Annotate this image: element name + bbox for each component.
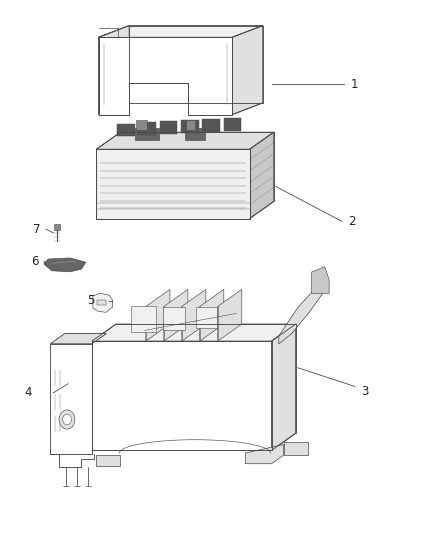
Polygon shape <box>93 293 113 312</box>
Polygon shape <box>96 149 250 219</box>
Bar <box>117 124 135 136</box>
Polygon shape <box>283 442 307 455</box>
Polygon shape <box>232 26 263 115</box>
Polygon shape <box>96 132 274 149</box>
Polygon shape <box>250 132 274 219</box>
Bar <box>136 119 147 130</box>
Polygon shape <box>245 445 284 464</box>
Polygon shape <box>50 344 92 454</box>
Polygon shape <box>200 289 224 341</box>
Text: 2: 2 <box>348 215 356 228</box>
Polygon shape <box>218 289 242 341</box>
Polygon shape <box>44 258 86 272</box>
Circle shape <box>63 414 71 425</box>
Polygon shape <box>311 266 329 293</box>
Bar <box>160 122 177 134</box>
Bar <box>202 119 220 132</box>
Text: 1: 1 <box>350 78 358 91</box>
Circle shape <box>59 410 75 429</box>
Bar <box>181 120 198 133</box>
Polygon shape <box>97 300 106 305</box>
Bar <box>223 118 241 131</box>
Text: 6: 6 <box>31 255 39 268</box>
Text: 3: 3 <box>361 385 369 398</box>
Bar <box>135 128 159 140</box>
Polygon shape <box>99 37 232 115</box>
Bar <box>54 224 60 230</box>
Polygon shape <box>146 289 170 341</box>
Polygon shape <box>164 289 188 341</box>
Bar <box>187 119 195 130</box>
Text: 7: 7 <box>33 223 41 236</box>
Bar <box>162 308 184 330</box>
Bar <box>185 128 205 140</box>
Polygon shape <box>99 26 263 37</box>
Polygon shape <box>50 334 106 344</box>
Polygon shape <box>182 289 206 341</box>
Bar <box>195 307 216 328</box>
Polygon shape <box>92 324 296 341</box>
Bar <box>138 123 156 135</box>
Polygon shape <box>92 341 272 450</box>
Polygon shape <box>272 324 296 450</box>
Polygon shape <box>96 455 120 466</box>
Polygon shape <box>99 26 129 115</box>
Text: 4: 4 <box>24 386 32 399</box>
Bar <box>131 306 155 332</box>
Text: 5: 5 <box>87 294 94 307</box>
Polygon shape <box>279 285 325 344</box>
